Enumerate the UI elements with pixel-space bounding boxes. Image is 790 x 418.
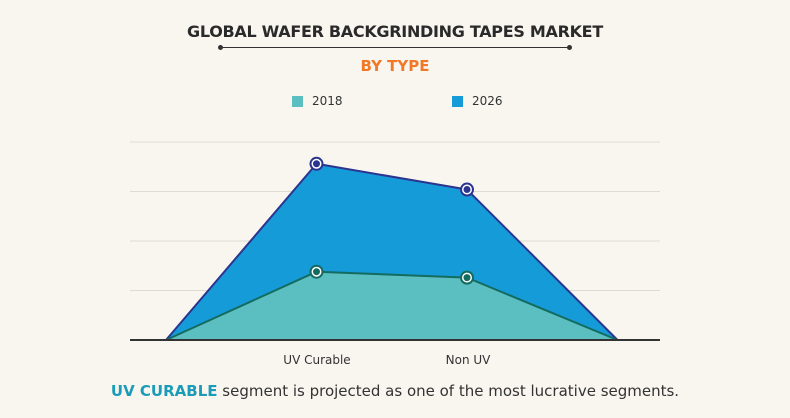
legend-item-2018: 2018 bbox=[292, 94, 343, 108]
x-tick-label: UV Curable bbox=[283, 353, 350, 367]
footer-text: segment is projected as one of the most … bbox=[217, 382, 680, 400]
legend-swatch bbox=[292, 95, 303, 107]
legend-swatch bbox=[452, 95, 463, 107]
chart-title: GLOBAL WAFER BACKGRINDING TAPES MARKET bbox=[187, 22, 603, 41]
data-point-dot bbox=[313, 160, 320, 168]
chart-subtitle: BY TYPE bbox=[360, 57, 430, 75]
legend-label: 2026 bbox=[472, 94, 503, 108]
title-divider bbox=[218, 45, 572, 50]
data-point-dot bbox=[463, 274, 471, 282]
footer-note: UV CURABLE segment is projected as one o… bbox=[0, 382, 790, 400]
x-tick-label: Non UV bbox=[446, 353, 492, 367]
legend-item-2026: 2026 bbox=[452, 94, 503, 108]
data-point-dot bbox=[463, 186, 471, 194]
footer-highlight: UV CURABLE bbox=[110, 382, 218, 400]
data-point-dot bbox=[313, 268, 320, 276]
legend-label: 2018 bbox=[312, 94, 343, 108]
